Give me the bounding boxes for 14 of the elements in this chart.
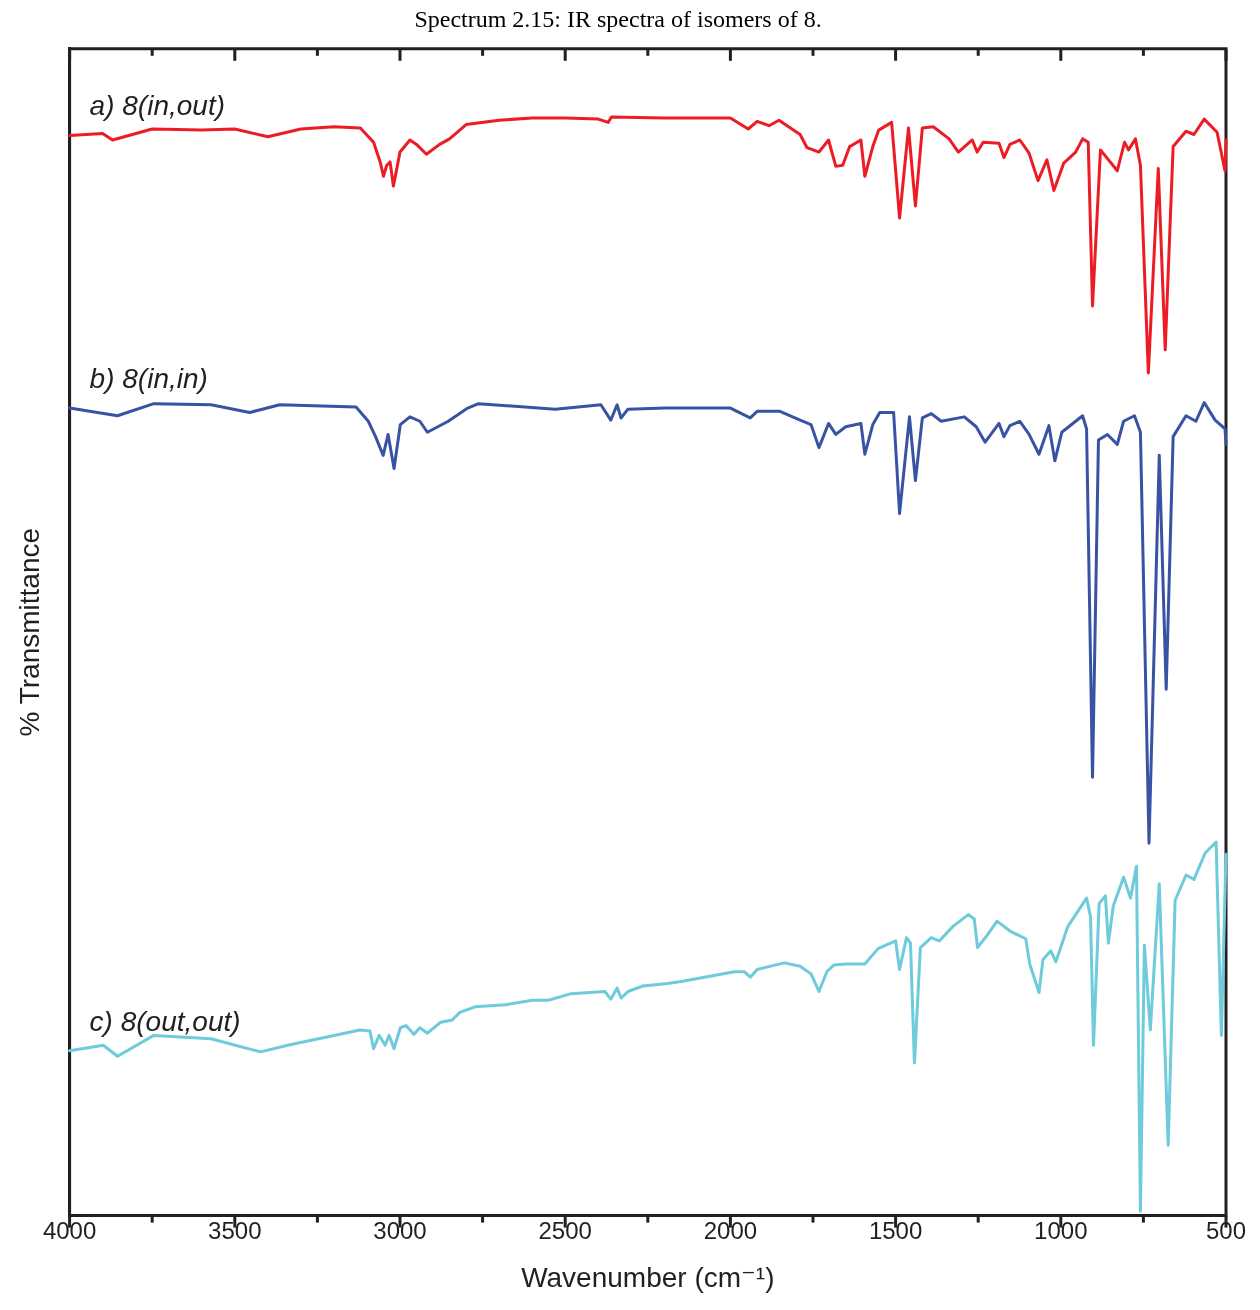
chart-title: Spectrum 2.15: IR spectra of isomers of 8. xyxy=(414,5,822,32)
x-tick-label: 2500 xyxy=(538,1216,592,1244)
y-axis-title: % Transmittance xyxy=(13,527,45,737)
x-tick-label: 500 xyxy=(1205,1216,1247,1244)
x-tick-label: 1500 xyxy=(868,1216,923,1244)
x-tick-label: 1000 xyxy=(1034,1216,1088,1244)
x-tick-label: 3000 xyxy=(373,1216,427,1244)
x-tick-label: 3500 xyxy=(208,1216,262,1244)
x-tick-label: 4000 xyxy=(42,1216,97,1244)
series-label: a) 8(in,out) xyxy=(89,90,226,122)
x-axis-title: Wavenumber (cm⁻¹) xyxy=(521,1261,775,1293)
series-label: b) 8(in,in) xyxy=(89,362,208,394)
series-label: c) 8(out,out) xyxy=(89,1005,241,1037)
x-tick-label: 2000 xyxy=(703,1216,758,1244)
